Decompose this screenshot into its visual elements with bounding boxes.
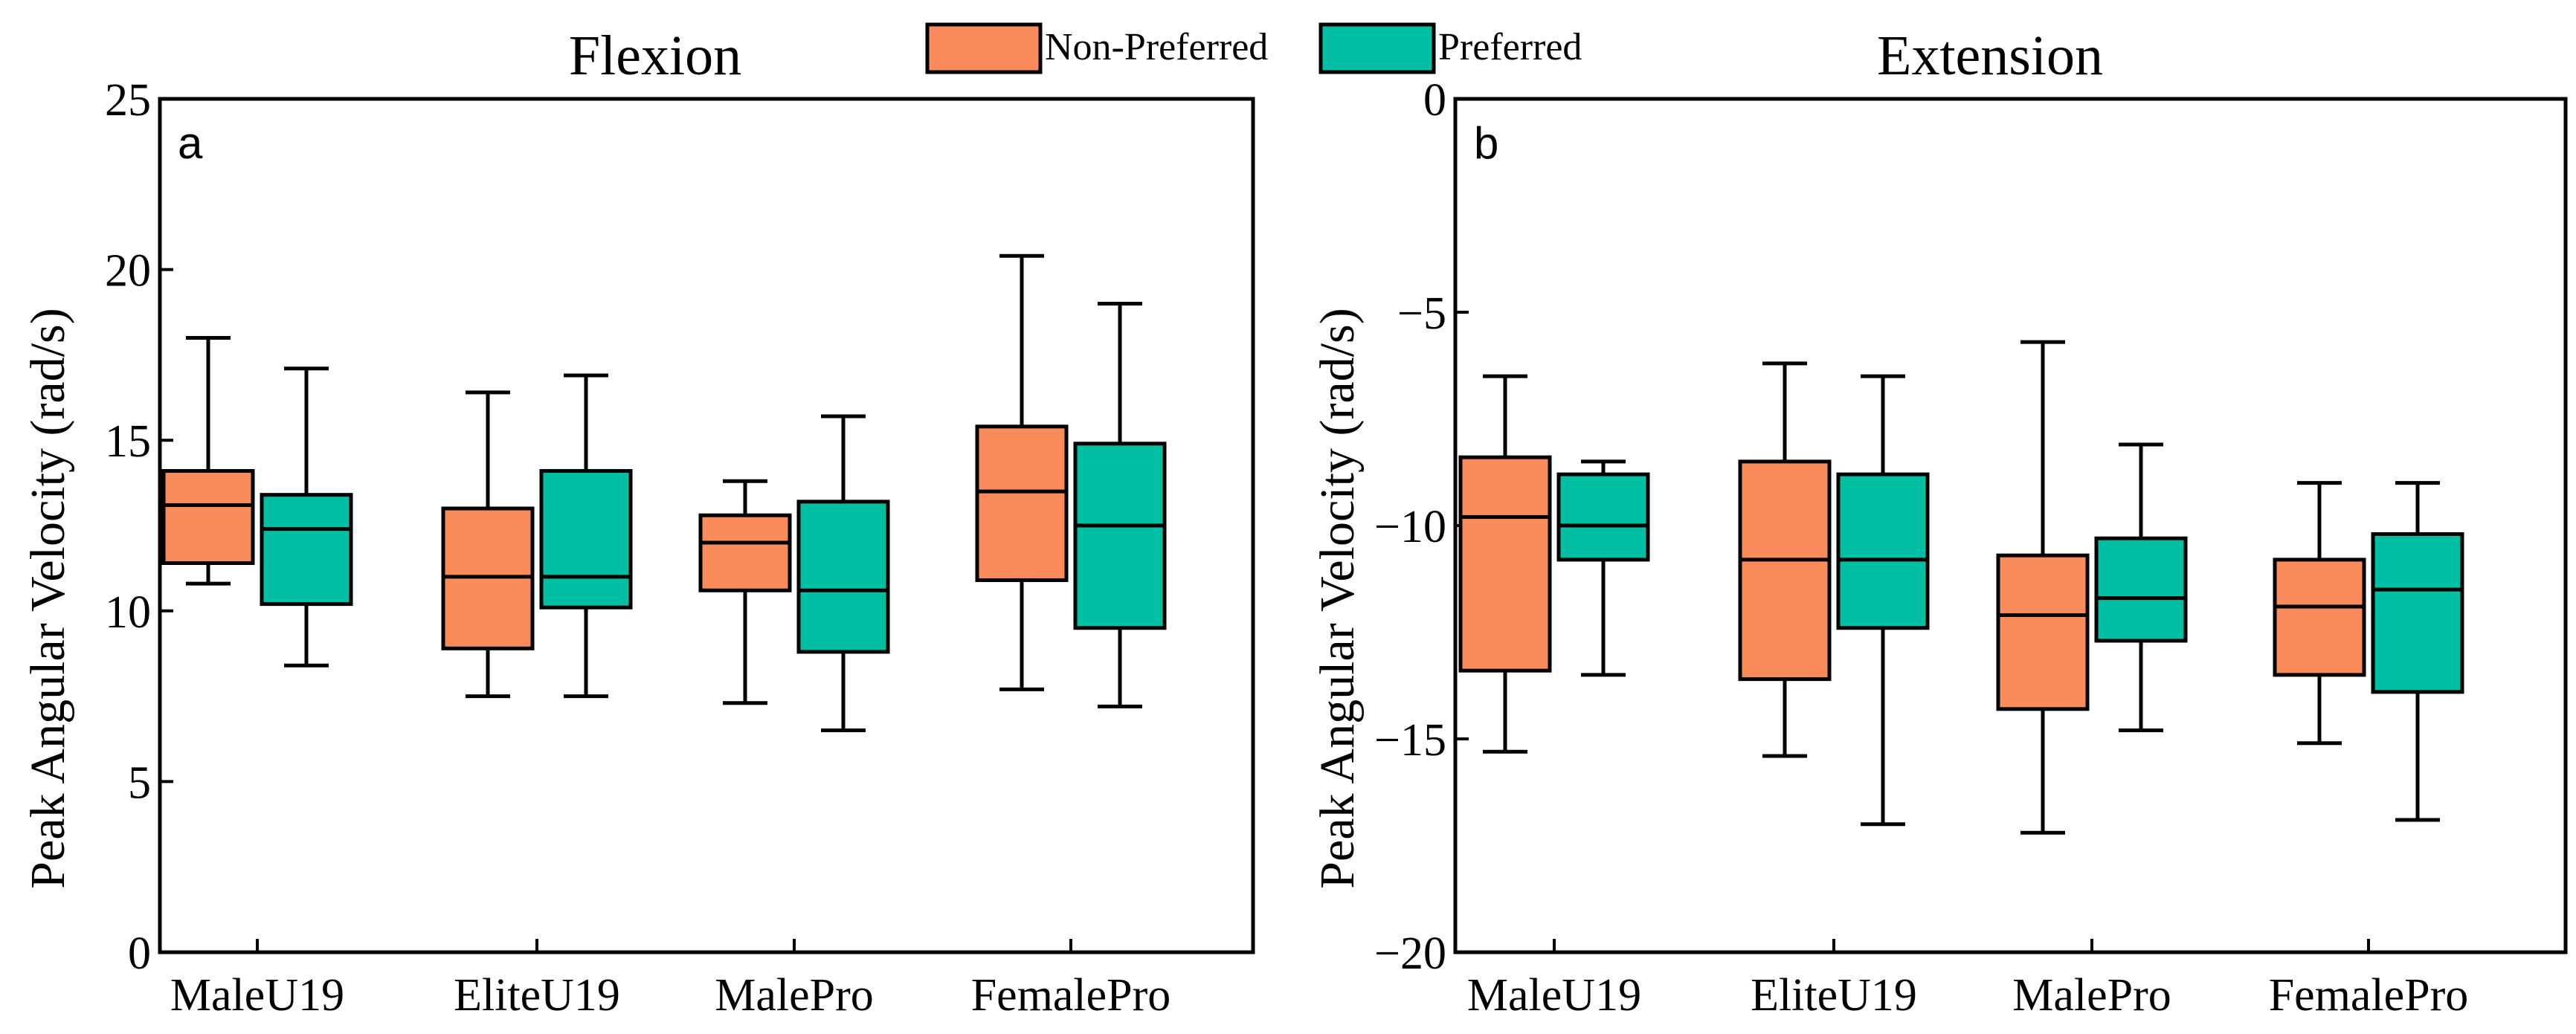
panel-flexion: Flexion Peak Angular Velocity (rad/s) a … [21, 25, 1255, 1021]
x-axis: MaleU19 EliteU19 MalePro FemalePro [170, 939, 1171, 1021]
box-iqr [1556, 472, 1650, 562]
x-tick-label: MalePro [715, 970, 874, 1021]
box-non-preferred-malepro [1996, 340, 2090, 835]
box-iqr [1458, 455, 1552, 673]
box-non-preferred-eliteu19 [441, 390, 535, 699]
y-tick-label: 10 [105, 587, 151, 638]
box-iqr [260, 493, 353, 607]
box-non-preferred-femalepro [975, 253, 1069, 691]
box-iqr [975, 424, 1069, 582]
box-iqr [1996, 553, 2090, 711]
box-preferred-maleu19 [1556, 459, 1650, 677]
legend-swatch-non-preferred [925, 22, 1043, 74]
box-plots [161, 253, 1167, 733]
box-plots [1458, 340, 2464, 835]
box-iqr [2371, 531, 2464, 694]
box-non-preferred-maleu19 [1458, 374, 1552, 754]
y-tick-label: −5 [1397, 288, 1446, 339]
box-iqr [1738, 459, 1832, 682]
x-axis: MaleU19 EliteU19 MalePro FemalePro [1467, 939, 2468, 1021]
panel-extension: Extension Peak Angular Velocity (rad/s) … [1310, 25, 2568, 1021]
y-axis-label: Peak Angular Velocity (rad/s) [1310, 308, 1365, 888]
box-iqr [161, 469, 255, 566]
y-tick-label: 0 [1423, 75, 1446, 126]
box-iqr [2273, 558, 2366, 677]
legend-swatch-preferred [1318, 22, 1436, 74]
box-iqr [1073, 442, 1167, 630]
x-tick-label: FemalePro [971, 970, 1171, 1021]
box-non-preferred-maleu19 [161, 335, 255, 586]
box-non-preferred-femalepro [2273, 481, 2366, 746]
x-tick-label: MaleU19 [170, 970, 344, 1021]
legend-label-preferred: Preferred [1438, 26, 1582, 68]
y-tick-label: 20 [105, 246, 151, 297]
x-tick-label: EliteU19 [454, 970, 620, 1021]
legend: Non-Preferred Preferred [925, 22, 1582, 74]
x-tick-label: EliteU19 [1751, 970, 1917, 1021]
box-iqr [539, 469, 633, 610]
box-preferred-eliteu19 [539, 373, 633, 699]
box-iqr [1836, 472, 1930, 630]
y-tick-label: 25 [105, 75, 151, 126]
box-preferred-malepro [2094, 442, 2188, 733]
x-tick-label: MalePro [2012, 970, 2171, 1021]
chart-title: Extension [1877, 25, 2103, 87]
y-tick-label: 0 [128, 928, 151, 979]
y-tick-label: 5 [128, 757, 151, 808]
box-iqr [2094, 536, 2188, 643]
x-tick-label: MaleU19 [1467, 970, 1641, 1021]
y-tick-label: 15 [105, 416, 151, 467]
box-preferred-femalepro [2371, 481, 2464, 822]
legend-label-non-preferred: Non-Preferred [1045, 26, 1268, 68]
y-axis-label: Peak Angular Velocity (rad/s) [21, 308, 75, 888]
panel-label: a [178, 118, 203, 168]
y-tick-label: −10 [1374, 502, 1446, 552]
y-tick-label: −20 [1374, 928, 1446, 979]
box-preferred-eliteu19 [1836, 374, 1930, 827]
x-tick-label: FemalePro [2269, 970, 2469, 1021]
box-iqr [796, 500, 890, 654]
box-preferred-maleu19 [260, 366, 353, 668]
box-non-preferred-eliteu19 [1738, 361, 1832, 758]
y-axis: 0 5 10 15 20 25 [105, 75, 173, 979]
panel-label: b [1474, 118, 1498, 168]
box-preferred-malepro [796, 414, 890, 733]
box-preferred-femalepro [1073, 302, 1167, 708]
y-tick-label: −15 [1374, 715, 1446, 766]
y-axis: −20 −15 −10 −5 0 [1374, 75, 1469, 979]
chart-title: Flexion [569, 25, 741, 87]
box-non-preferred-malepro [698, 479, 792, 705]
box-iqr [698, 513, 792, 592]
plot-frame [158, 97, 1255, 954]
